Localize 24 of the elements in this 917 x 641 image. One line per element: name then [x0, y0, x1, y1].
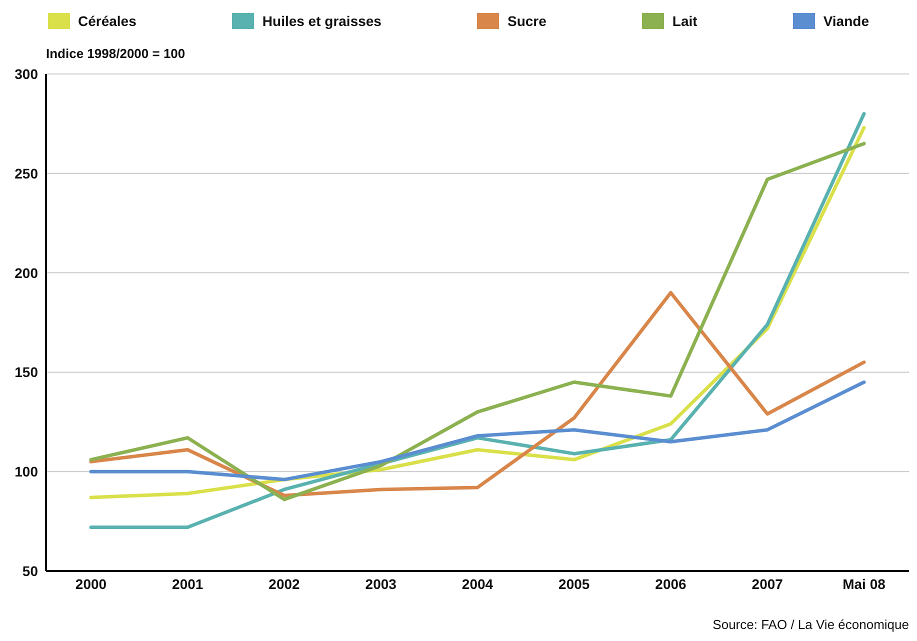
x-tick-label: 2001 [172, 576, 204, 592]
x-tick-label: 2007 [752, 576, 784, 592]
x-tick-label: 2003 [365, 576, 397, 592]
x-tick-label: Mai 08 [842, 576, 886, 592]
x-tick-label: 2005 [558, 576, 590, 592]
legend-label: Huiles et graisses [262, 13, 382, 29]
source-note: Source: FAO / La Vie économique [712, 617, 909, 632]
y-tick-label: 300 [14, 66, 38, 82]
x-tick-label: 2000 [75, 576, 107, 592]
legend-label: Sucre [507, 13, 546, 29]
y-tick-label: 50 [22, 562, 38, 579]
x-tick-label: 2006 [655, 576, 687, 592]
line-series [89, 290, 866, 498]
legend-label: Viande [823, 13, 869, 29]
y-tick-label: 250 [14, 165, 38, 182]
y-tick-label: 200 [14, 264, 38, 281]
y-tick-label: 100 [14, 464, 38, 480]
y-axis-title: Indice 1998/2000 = 100 [46, 46, 186, 63]
y-tick-label: 150 [14, 364, 38, 380]
x-tick-label: 2002 [268, 576, 300, 592]
x-tick-label: 2004 [462, 576, 494, 592]
legend-label: Céréales [78, 13, 136, 29]
legend-label: Lait [672, 13, 698, 29]
line-series [89, 380, 866, 482]
